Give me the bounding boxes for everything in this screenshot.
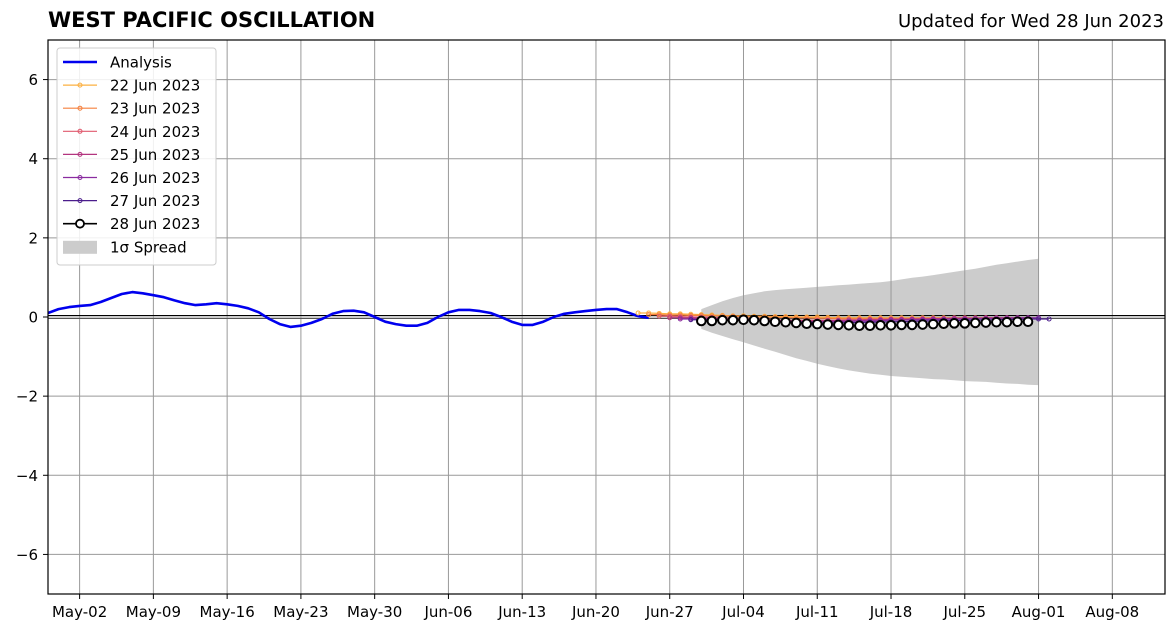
x-tick-label: Jul-18 — [869, 603, 913, 621]
y-tick-label: −2 — [16, 388, 38, 406]
x-tick-label: May-09 — [126, 603, 181, 621]
forecast-point — [833, 319, 844, 331]
forecast-point — [864, 320, 876, 332]
legend-label: Analysis — [110, 54, 172, 72]
legend: Analysis 22 Jun 2023 23 Jun 2023 24 Jun 202… — [56, 47, 217, 266]
legend-label: 28 Jun 2023 — [110, 215, 200, 233]
y-tick-label: 0 — [28, 309, 38, 327]
forecast-point — [667, 315, 673, 321]
legend-label: 1σ Spread — [110, 238, 187, 256]
legend-marker — [77, 128, 83, 134]
x-tick-label: Jun-27 — [645, 603, 694, 621]
forecast-point — [656, 313, 662, 319]
forecast-point — [646, 310, 652, 316]
forecast-point — [727, 314, 739, 326]
forecast-point — [790, 317, 802, 329]
forecast-point — [970, 317, 981, 329]
x-tick-label: May-23 — [273, 603, 328, 621]
forecast-point — [706, 315, 718, 327]
forecast-point — [927, 318, 939, 330]
x-tick-label: Jun-20 — [571, 603, 620, 621]
forecast-point — [656, 312, 662, 318]
updated-date: Updated for Wed 28 Jun 2023 — [897, 11, 1164, 32]
y-tick-label: 4 — [28, 150, 38, 168]
forecast-point — [991, 316, 1002, 328]
forecast-point — [843, 320, 855, 331]
x-tick-label: Aug-01 — [1012, 603, 1066, 621]
legend-box — [56, 47, 217, 266]
y-tick-label: 6 — [28, 71, 38, 89]
plot-series — [48, 290, 1052, 332]
legend-marker — [77, 198, 83, 204]
analysis-line — [48, 290, 649, 329]
forecast-point — [980, 317, 992, 328]
legend-swatch — [63, 240, 97, 254]
x-tick-label: May-30 — [347, 603, 402, 621]
forecast-point — [875, 320, 886, 331]
legend-label: 25 Jun 2023 — [110, 146, 200, 164]
forecast-point — [1046, 316, 1052, 322]
x-tick-label: May-02 — [52, 603, 107, 621]
legend-label: 24 Jun 2023 — [110, 123, 200, 141]
forecast-point — [801, 318, 813, 330]
x-tick-label: Jul-04 — [721, 603, 765, 621]
x-tick-label: Aug-08 — [1085, 603, 1139, 621]
legend-label: 23 Jun 2023 — [110, 100, 200, 118]
chart-title: WEST PACIFIC OSCILLATION — [48, 8, 376, 32]
forecast-point — [688, 317, 694, 323]
legend-label: 27 Jun 2023 — [110, 192, 200, 210]
legend-marker — [77, 175, 83, 180]
forecast-point — [1001, 316, 1013, 328]
legend-marker — [75, 218, 85, 229]
forecast-point — [938, 318, 950, 330]
forecast-point — [1036, 316, 1042, 322]
forecast-point — [822, 319, 834, 330]
forecast-point — [917, 319, 928, 330]
forecast-point — [959, 318, 971, 329]
forecast-point — [854, 320, 865, 332]
legend-label: 22 Jun 2023 — [110, 77, 200, 95]
forecast-point — [780, 316, 791, 328]
forecast-point — [906, 319, 918, 331]
x-tick-label: Jun-13 — [497, 603, 546, 621]
legend-marker — [77, 151, 83, 157]
x-tick-label: May-16 — [200, 603, 255, 621]
y-tick-label: −6 — [16, 546, 38, 564]
forecast-point — [1012, 316, 1023, 328]
forecast-point — [811, 318, 823, 330]
forecast-point — [1022, 316, 1034, 328]
forecast-point — [646, 312, 652, 318]
y-tick-label: −4 — [16, 467, 38, 485]
forecast-point — [717, 314, 728, 326]
y-tick-label: 2 — [28, 229, 38, 247]
forecast-point — [885, 320, 897, 331]
x-tick-label: Jun-06 — [423, 603, 472, 621]
forecast-point — [748, 314, 760, 326]
forecast-point — [759, 315, 770, 327]
x-tick-label: Jul-11 — [795, 603, 839, 621]
forecast-point — [896, 319, 907, 331]
legend-marker — [77, 82, 83, 88]
forecast-point — [948, 318, 960, 329]
legend-marker — [77, 105, 83, 111]
forecast-point — [677, 316, 683, 322]
forecast-point — [769, 316, 781, 328]
legend-label: 26 Jun 2023 — [110, 169, 200, 187]
forecast-point — [696, 315, 707, 327]
forecast-point — [738, 314, 749, 326]
x-tick-label: Jul-25 — [942, 603, 986, 621]
forecast-point — [635, 310, 641, 316]
